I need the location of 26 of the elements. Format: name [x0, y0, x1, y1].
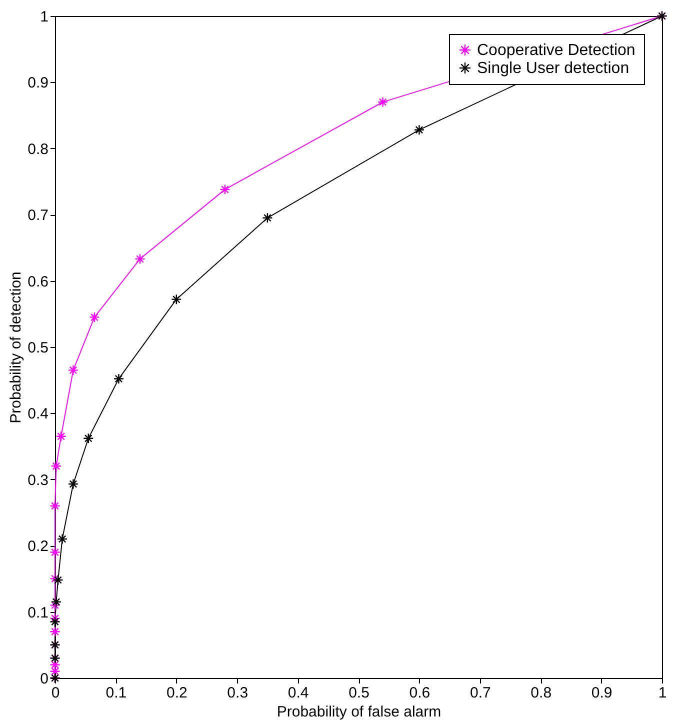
- y-tick-label: 0.3: [28, 472, 48, 489]
- x-tick-label: 0.6: [409, 684, 430, 702]
- y-tick-label: 0.6: [28, 273, 48, 290]
- y-tick-label: 0: [40, 670, 48, 688]
- y-tick-label: 0.8: [28, 140, 48, 158]
- x-tick-label: 1: [658, 684, 667, 702]
- legend-label: Cooperative Detection: [477, 42, 636, 59]
- x-tick-label: 0.1: [106, 684, 127, 702]
- y-tick-label: 0.2: [28, 538, 48, 556]
- y-tick-label: 0.9: [28, 74, 48, 92]
- x-tick-label: 0.5: [348, 684, 370, 702]
- x-axis-title: Probability of false alarm: [276, 704, 442, 720]
- y-tick-label: 0.4: [28, 406, 48, 423]
- y-tick-label: 1: [40, 8, 48, 26]
- y-tick-label: 0.1: [28, 604, 48, 622]
- legend-label: Single User detection: [477, 60, 630, 77]
- x-tick-label: 0.3: [227, 684, 248, 702]
- y-axis-title: Probability of detection: [8, 272, 25, 424]
- y-tick-label: 0.5: [28, 340, 48, 356]
- x-tick-label: 0.9: [591, 684, 612, 702]
- x-tick-label: 0.7: [470, 684, 491, 702]
- y-tick-label: 0.7: [28, 207, 48, 224]
- x-tick-label: 0: [51, 684, 60, 702]
- x-tick-label: 0.4: [288, 684, 309, 702]
- x-tick-label: 0.8: [530, 684, 552, 702]
- x-tick-label: 0.2: [166, 684, 188, 702]
